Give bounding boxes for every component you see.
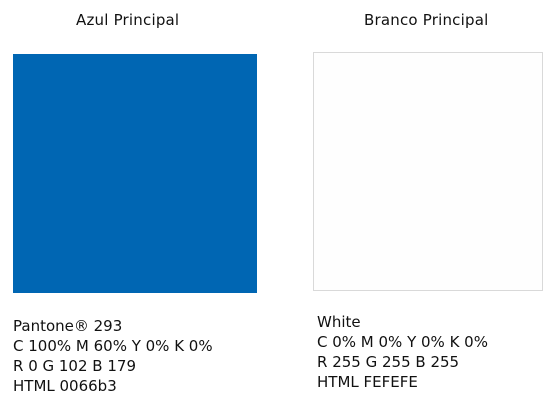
azul-principal-swatch (13, 54, 257, 293)
branco-principal-cmyk: C 0% M 0% Y 0% K 0% (317, 333, 488, 351)
azul-principal-pantone: Pantone® 293 (13, 317, 123, 335)
branco-principal-name: White (317, 313, 361, 331)
branco-principal-specs: White C 0% M 0% Y 0% K 0% R 255 G 255 B … (317, 312, 488, 392)
branco-principal-html: HTML FEFEFE (317, 373, 418, 391)
azul-principal-rgb: R 0 G 102 B 179 (13, 357, 136, 375)
azul-principal-cmyk: C 100% M 60% Y 0% K 0% (13, 337, 213, 355)
azul-principal-specs: Pantone® 293 C 100% M 60% Y 0% K 0% R 0 … (13, 316, 213, 396)
branco-principal-rgb: R 255 G 255 B 255 (317, 353, 460, 371)
branco-principal-swatch (313, 52, 543, 291)
azul-principal-title: Azul Principal (76, 11, 180, 29)
azul-principal-html: HTML 0066b3 (13, 377, 117, 395)
branco-principal-title: Branco Principal (364, 11, 489, 29)
